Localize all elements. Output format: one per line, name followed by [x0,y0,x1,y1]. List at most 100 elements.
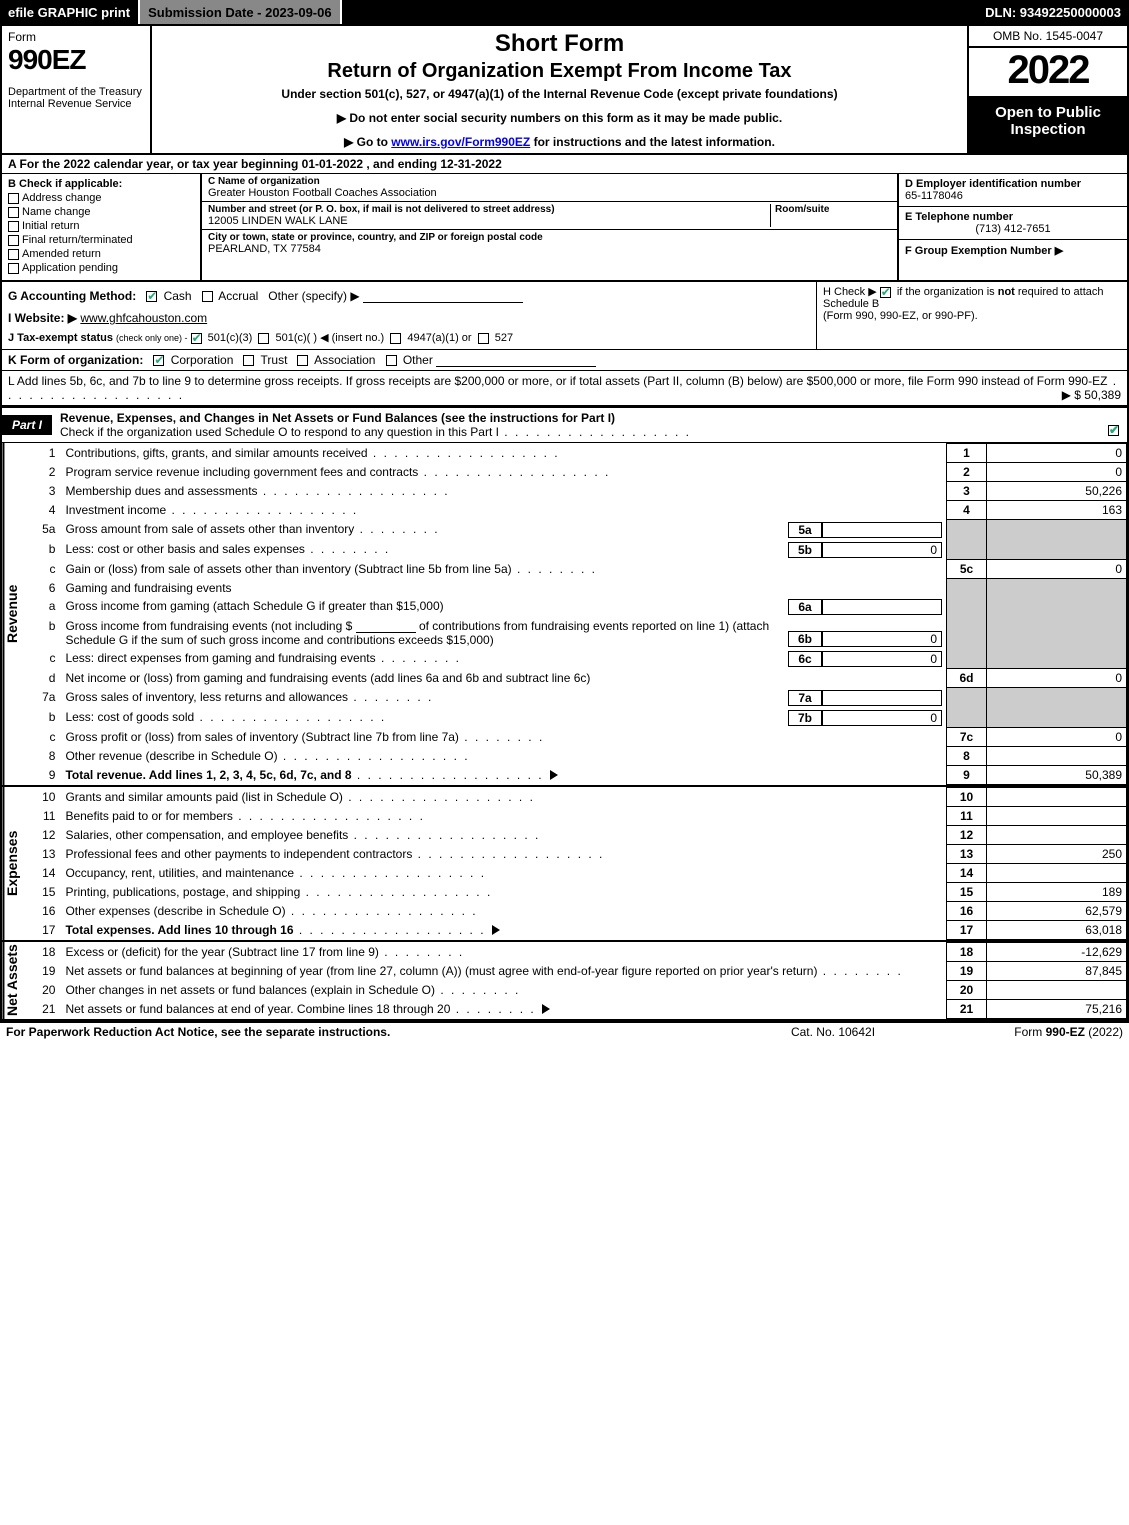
revenue-table: 1Contributions, gifts, grants, and simil… [27,443,1127,785]
chk-other-org[interactable] [386,355,397,366]
ln-13: 13 [27,845,61,864]
chk-527[interactable] [478,333,489,344]
val-13: 250 [987,845,1127,864]
desc-16: Other expenses (describe in Schedule O) [65,904,285,918]
desc-6a: Gross income from gaming (attach Schedul… [65,599,443,613]
ival-5a [822,522,942,538]
desc-19: Net assets or fund balances at beginning… [65,964,817,978]
chk-address-change[interactable] [8,193,19,204]
h-text2: if the organization is [897,286,998,298]
footer-formref: Form 990-EZ (2022) [943,1025,1123,1039]
desc-5a: Gross amount from sale of assets other t… [65,522,354,536]
ibox-6c: 6c [788,651,822,667]
6b-amount-input[interactable] [356,619,416,633]
ln-21: 21 [27,1000,61,1019]
box-10: 10 [947,788,987,807]
chk-final-return[interactable] [8,235,19,246]
ln-6c: c [27,649,61,669]
phone-label: E Telephone number [905,211,1121,223]
desc-2: Program service revenue including govern… [65,465,418,479]
desc-6: Gaming and fundraising events [61,579,946,597]
footer-notice: For Paperwork Reduction Act Notice, see … [6,1025,723,1039]
website-value[interactable]: www.ghfcahouston.com [80,311,207,325]
j-label: J Tax-exempt status [8,332,113,344]
org-city: PEARLAND, TX 77584 [208,243,891,255]
ln-19: 19 [27,962,61,981]
form-title-2: Return of Organization Exempt From Incom… [160,60,959,83]
arrow-icon [550,770,558,780]
part-1-check: Check if the organization used Schedule … [60,425,499,439]
desc-17: Total expenses. Add lines 10 through 16 [65,923,293,937]
chk-name-change[interactable] [8,207,19,218]
desc-3: Membership dues and assessments [65,484,257,498]
ln-7b: b [27,708,61,728]
ival-5b: 0 [822,542,942,558]
box-7c: 7c [947,728,987,747]
chk-initial-return[interactable] [8,221,19,232]
chk-association[interactable] [297,355,308,366]
desc-18: Excess or (deficit) for the year (Subtra… [65,945,378,959]
desc-20: Other changes in net assets or fund bala… [65,983,435,997]
chk-accrual[interactable] [202,291,213,302]
val-20 [987,981,1127,1000]
chk-501c[interactable] [258,333,269,344]
form-word: Form [8,30,144,44]
section-d-e-f: D Employer identification number 65-1178… [897,174,1127,280]
form-number: 990EZ [8,44,144,76]
box-9: 9 [947,766,987,785]
efile-print-label[interactable]: efile GRAPHIC print [0,0,140,24]
bullet-2: ▶ Go to www.irs.gov/Form990EZ for instru… [160,135,959,149]
chk-501c3[interactable] [191,333,202,344]
box-5c: 5c [947,560,987,579]
desc-14: Occupancy, rent, utilities, and maintena… [65,866,294,880]
desc-21: Net assets or fund balances at end of ye… [65,1002,450,1016]
desc-6b-1: Gross income from fundraising events (no… [65,619,352,633]
chk-trust[interactable] [243,355,254,366]
irs-link[interactable]: www.irs.gov/Form990EZ [391,135,530,149]
box-18: 18 [947,943,987,962]
expenses-table: 10Grants and similar amounts paid (list … [27,787,1127,940]
box-11: 11 [947,807,987,826]
part-1-title: Revenue, Expenses, and Changes in Net As… [60,411,615,425]
chk-amended-return[interactable] [8,249,19,260]
b-opt-1: Name change [22,206,91,218]
j-o2: 501(c)( ) ◀ (insert no.) [275,332,384,344]
box-4: 4 [947,501,987,520]
section-b: B Check if applicable: Address change Na… [2,174,202,280]
chk-schedule-o[interactable] [1108,425,1119,436]
form-subtitle: Under section 501(c), 527, or 4947(a)(1)… [160,87,959,101]
desc-7b: Less: cost of goods sold [65,710,194,724]
ival-6c: 0 [822,651,942,667]
part-1-header: Part I Revenue, Expenses, and Changes in… [2,406,1127,443]
room-label: Room/suite [775,204,891,215]
val-4: 163 [987,501,1127,520]
chk-4947[interactable] [390,333,401,344]
chk-cash[interactable] [146,291,157,302]
k-o1: Corporation [171,353,234,367]
g-other-input[interactable] [363,289,523,303]
k-other-input[interactable] [436,353,596,367]
chk-application-pending[interactable] [8,263,19,274]
l-text: L Add lines 5b, 6c, and 7b to line 9 to … [8,374,1107,388]
ln-7c: c [27,728,61,747]
chk-corporation[interactable] [153,355,164,366]
box-8: 8 [947,747,987,766]
desc-11: Benefits paid to or for members [65,809,232,823]
l-amount: ▶ $ 50,389 [1062,388,1121,402]
c-addr-label: Number and street (or P. O. box, if mail… [208,204,766,215]
chk-h[interactable] [880,287,891,298]
part-1-tag: Part I [2,415,52,435]
form-title-1: Short Form [160,30,959,58]
desc-8: Other revenue (describe in Schedule O) [65,749,277,763]
ln-5b: b [27,540,61,560]
ln-10: 10 [27,788,61,807]
ln-9: 9 [27,766,61,785]
j-o3: 4947(a)(1) or [407,332,471,344]
box-3: 3 [947,482,987,501]
box-14: 14 [947,864,987,883]
j-o4: 527 [495,332,513,344]
ln-14: 14 [27,864,61,883]
c-city-label: City or town, state or province, country… [208,232,891,243]
val-10 [987,788,1127,807]
arrow-icon [492,925,500,935]
